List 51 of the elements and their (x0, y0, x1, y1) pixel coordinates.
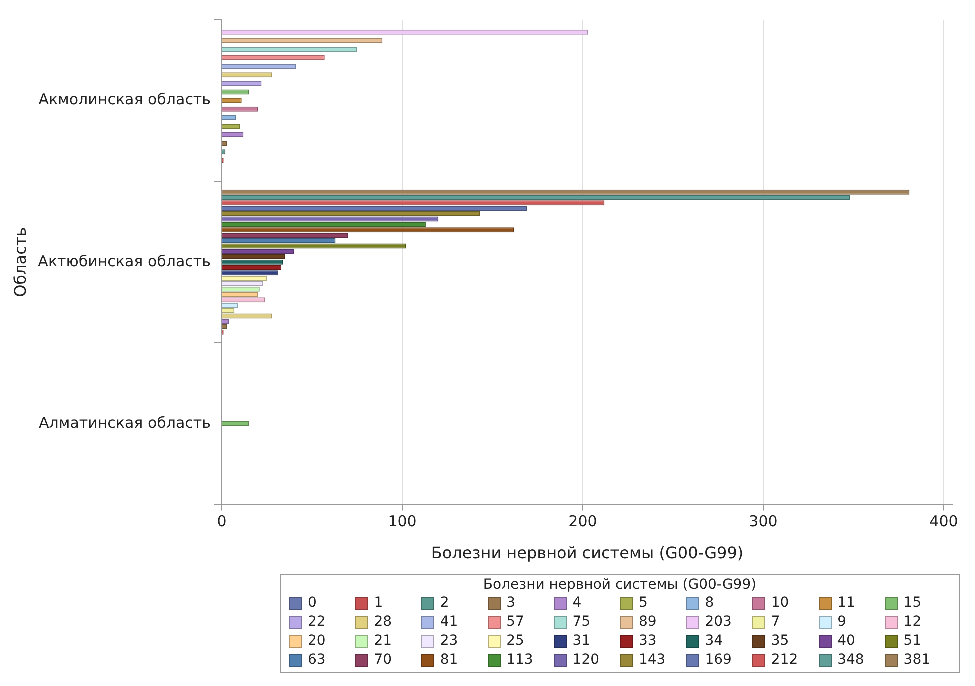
legend-label: 3 (506, 595, 516, 611)
legend-label: 7 (771, 614, 780, 630)
legend-label: 212 (771, 652, 798, 668)
legend-label: 57 (506, 614, 524, 630)
legend-label: 22 (308, 614, 326, 630)
legend-label: 203 (705, 614, 732, 630)
y-tick-label: Актюбинская область (38, 252, 212, 270)
legend-label: 9 (838, 614, 847, 630)
legend-label: 381 (904, 652, 931, 668)
legend-label: 15 (904, 595, 922, 611)
legend-label: 81 (440, 652, 458, 668)
legend-label: 169 (705, 652, 732, 668)
legend-label: 11 (838, 595, 856, 611)
legend-label: 40 (838, 633, 856, 649)
legend-label: 113 (506, 652, 534, 668)
legend-label: 63 (308, 652, 326, 668)
x-tick-label: 300 (749, 512, 778, 531)
legend-label: 2 (440, 595, 450, 611)
legend-label: 31 (572, 633, 591, 649)
legend-label: 0 (308, 595, 317, 611)
legend-label: 143 (638, 652, 666, 668)
legend-label: 41 (440, 614, 458, 630)
legend-label: 23 (440, 633, 458, 649)
legend-label: 34 (705, 633, 724, 649)
legend-label: 4 (572, 595, 582, 611)
legend-label: 120 (572, 652, 600, 668)
legend-label: 51 (904, 633, 922, 649)
legend-label: 33 (638, 633, 657, 649)
legend-label: 21 (374, 633, 392, 649)
x-axis-title: Болезни нервной системы (G00-G99) (431, 544, 744, 563)
legend-label: 20 (308, 633, 326, 649)
legend-label: 70 (374, 652, 392, 668)
legend-label: 35 (771, 633, 790, 649)
x-tick-label: 200 (568, 512, 598, 531)
legend-label: 12 (904, 614, 922, 630)
legend-label: 25 (506, 633, 524, 649)
legend-label: 10 (771, 595, 790, 611)
legend-label: 75 (572, 614, 591, 630)
x-tick-label: 400 (930, 512, 958, 531)
legend-label: 1 (374, 595, 384, 611)
legend-label: 348 (838, 652, 864, 668)
legend-label: 8 (705, 595, 714, 611)
legend-label: 5 (638, 595, 648, 611)
legend-label: 89 (638, 614, 657, 630)
y-axis-title: Область (10, 227, 30, 298)
y-tick-label: Акмолинская область (38, 90, 212, 109)
legend-title: Болезни нервной системы (G00-G99) (482, 577, 758, 593)
x-tick-label: 0 (217, 512, 227, 531)
y-tick-label: Алматинская область (39, 414, 212, 432)
legend-label: 28 (374, 614, 392, 630)
x-tick-label: 100 (388, 512, 417, 531)
